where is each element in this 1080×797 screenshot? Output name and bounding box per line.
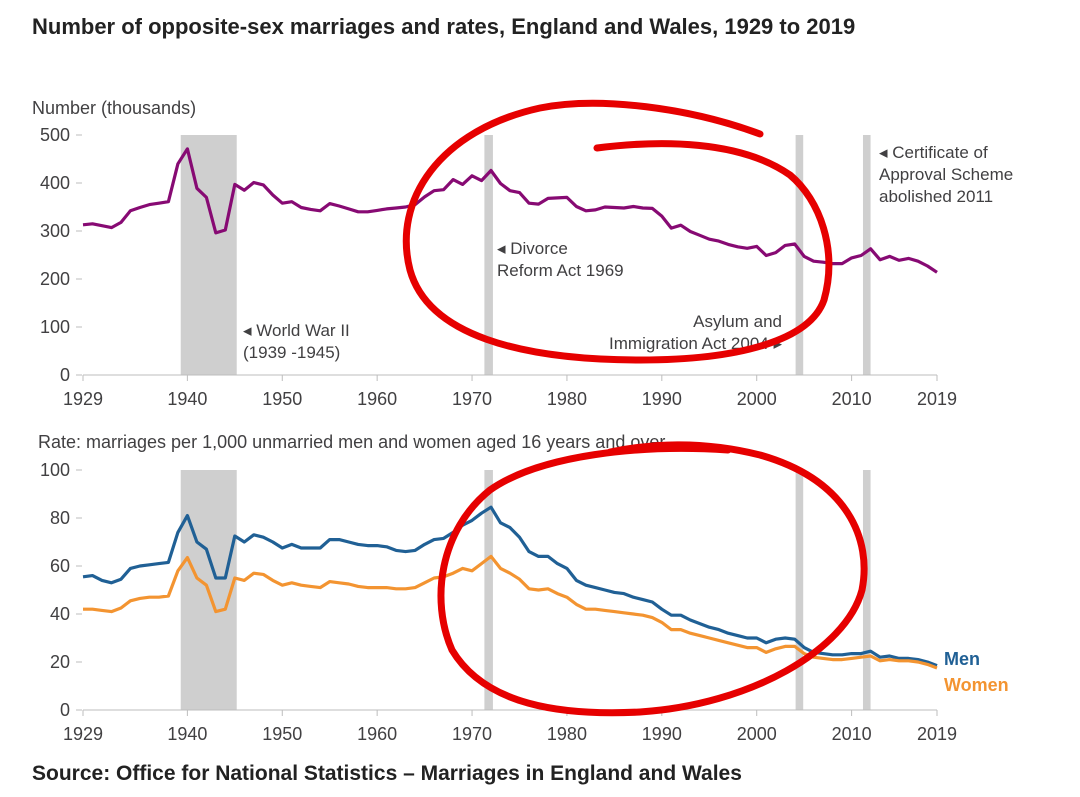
- red-circle-top: [402, 99, 833, 364]
- bottom-y-tick-label: 100: [40, 460, 70, 480]
- bottom-y-tick-label: 20: [50, 652, 70, 672]
- top-x-tick-label: 1950: [262, 389, 302, 409]
- chart-title: Number of opposite-sex marriages and rat…: [32, 14, 856, 39]
- bottom-x-tick-label: 1970: [452, 724, 492, 744]
- top-x-tick-label: 2000: [737, 389, 777, 409]
- bottom-x-tick-label: 2019: [917, 724, 957, 744]
- annotation-1: ◂ World War II (1939 -1945): [243, 321, 350, 362]
- top-x-tick-label: 1960: [357, 389, 397, 409]
- series-line-men: [82, 505, 938, 668]
- shaded-period-4: [862, 135, 871, 375]
- bottom-x-tick-label: 1960: [357, 724, 397, 744]
- bottom-x-tick-label: 1990: [642, 724, 682, 744]
- bottom-y-tick-label: 40: [50, 604, 70, 624]
- bottom-x-tick-label: 2010: [832, 724, 872, 744]
- shaded-period-3: [795, 470, 804, 710]
- bottom-y-tick-label: 60: [50, 556, 70, 576]
- top-x-tick-label: 1970: [452, 389, 492, 409]
- top-x-tick-label: 2019: [917, 389, 957, 409]
- hand-drawn-annotations: [402, 99, 868, 717]
- top-y-tick-label: 0: [60, 365, 70, 385]
- marriage-rate-panel: Rate: marriages per 1,000 unmarried men …: [38, 432, 1009, 744]
- shaded-period-3: [795, 135, 804, 375]
- top-y-tick-label: 200: [40, 269, 70, 289]
- top-y-tick-label: 300: [40, 221, 70, 241]
- bottom-x-tick-label: 1980: [547, 724, 587, 744]
- top-y-axis-label: Number (thousands): [32, 98, 196, 118]
- series-line-women: [83, 554, 938, 670]
- bottom-y-axis-label: Rate: marriages per 1,000 unmarried men …: [38, 432, 665, 452]
- top-x-tick-label: 2010: [832, 389, 872, 409]
- red-circle-bottom: [437, 441, 868, 717]
- bottom-x-tick-label: 2000: [737, 724, 777, 744]
- top-x-tick-label: 1940: [167, 389, 207, 409]
- source-note: Source: Office for National Statistics –…: [32, 762, 742, 785]
- series-line-marriages: [82, 147, 938, 274]
- shaded-period-2: [484, 470, 493, 710]
- bottom-x-tick-label: 1929: [63, 724, 103, 744]
- marriages-count-panel: Number (thousands) 0 100 200 300 400 500 1929 1…: [32, 98, 1013, 409]
- shaded-period-2: [484, 135, 493, 375]
- bottom-y-tick-label: 0: [60, 700, 70, 720]
- bottom-y-tick-label: 80: [50, 508, 70, 528]
- legend-men: Men: [944, 649, 980, 669]
- top-y-tick-label: 400: [40, 173, 70, 193]
- shaded-period-1: [180, 135, 237, 375]
- shaded-period-4: [862, 470, 871, 710]
- top-x-tick-label: 1929: [63, 389, 103, 409]
- top-y-tick-label: 100: [40, 317, 70, 337]
- top-x-tick-label: 1990: [642, 389, 682, 409]
- legend-women: Women: [944, 675, 1009, 695]
- bottom-x-tick-label: 1950: [262, 724, 302, 744]
- top-y-tick-label: 500: [40, 125, 70, 145]
- annotation-2: ◂ Divorce Reform Act 1969: [497, 239, 624, 280]
- annotation-4: ◂ Certificate of Approval Scheme abolished…: [879, 143, 1013, 206]
- bottom-x-tick-label: 1940: [167, 724, 207, 744]
- top-x-tick-label: 1980: [547, 389, 587, 409]
